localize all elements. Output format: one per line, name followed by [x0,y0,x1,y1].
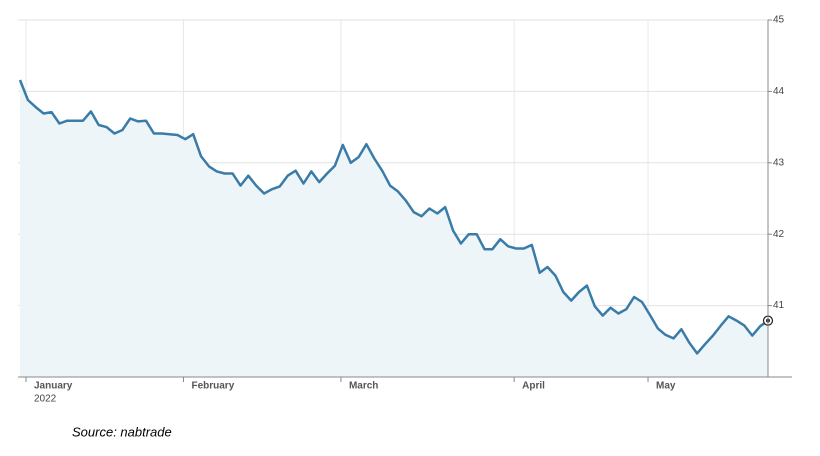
x-tick-label: March [349,381,378,392]
y-tick-label: 44 [773,86,785,97]
y-tick-label: 43 [773,157,785,168]
source: Source: nabtrade [72,424,172,439]
line [18,79,769,355]
x-tick-label: April [522,381,545,392]
x-year-label: 2022 [34,394,57,405]
y-tick-label: 45 [773,15,785,26]
area [20,80,768,377]
x-tick-label: May [656,381,676,392]
y-tick-label: 42 [773,229,785,240]
y-tick-label: 41 [773,300,785,311]
x-tick-label: February [191,381,234,392]
x-tick-label: January [34,381,73,392]
